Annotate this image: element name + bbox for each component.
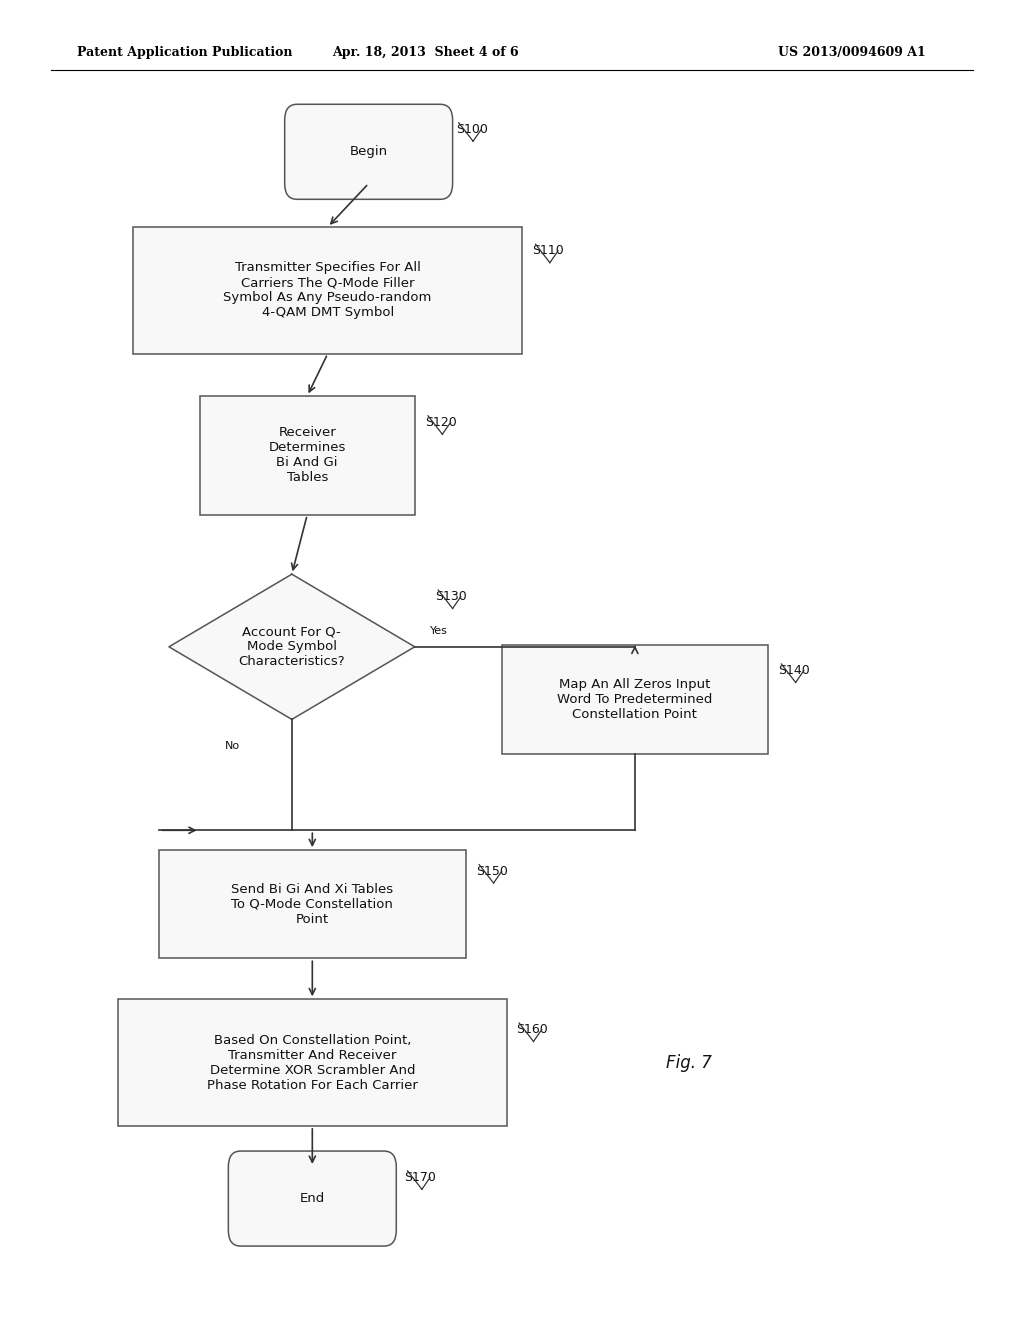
Text: US 2013/0094609 A1: US 2013/0094609 A1 (778, 46, 926, 59)
Bar (200, 396, 415, 515)
Text: S110: S110 (532, 244, 564, 257)
Text: Patent Application Publication: Patent Application Publication (77, 46, 292, 59)
Bar (118, 999, 507, 1126)
Text: Begin: Begin (349, 145, 388, 158)
Text: Transmitter Specifies For All
Carriers The Q-Mode Filler
Symbol As Any Pseudo-ra: Transmitter Specifies For All Carriers T… (223, 261, 432, 319)
Text: Send Bi Gi And Xi Tables
To Q-Mode Constellation
Point: Send Bi Gi And Xi Tables To Q-Mode Const… (231, 883, 393, 925)
Polygon shape (169, 574, 415, 719)
Text: S100: S100 (456, 123, 487, 136)
Text: S150: S150 (476, 865, 508, 878)
Text: Based On Constellation Point,
Transmitter And Receiver
Determine XOR Scrambler A: Based On Constellation Point, Transmitte… (207, 1034, 418, 1092)
Text: S140: S140 (778, 664, 810, 677)
Text: No: No (225, 741, 241, 751)
Bar (133, 227, 522, 354)
Bar (502, 645, 768, 754)
FancyBboxPatch shape (285, 104, 453, 199)
Text: Yes: Yes (430, 626, 447, 636)
Text: Fig. 7: Fig. 7 (666, 1053, 712, 1072)
Text: Receiver
Determines
Bi And Gi
Tables: Receiver Determines Bi And Gi Tables (268, 426, 346, 484)
Text: S120: S120 (425, 416, 457, 429)
Bar (159, 850, 466, 958)
Text: Apr. 18, 2013  Sheet 4 of 6: Apr. 18, 2013 Sheet 4 of 6 (332, 46, 518, 59)
Text: End: End (300, 1192, 325, 1205)
Text: S130: S130 (435, 590, 467, 603)
Text: S160: S160 (516, 1023, 548, 1036)
Text: Map An All Zeros Input
Word To Predetermined
Constellation Point: Map An All Zeros Input Word To Predeterm… (557, 678, 713, 721)
FancyBboxPatch shape (228, 1151, 396, 1246)
Text: S170: S170 (404, 1171, 436, 1184)
Text: Account For Q-
Mode Symbol
Characteristics?: Account For Q- Mode Symbol Characteristi… (239, 626, 345, 668)
